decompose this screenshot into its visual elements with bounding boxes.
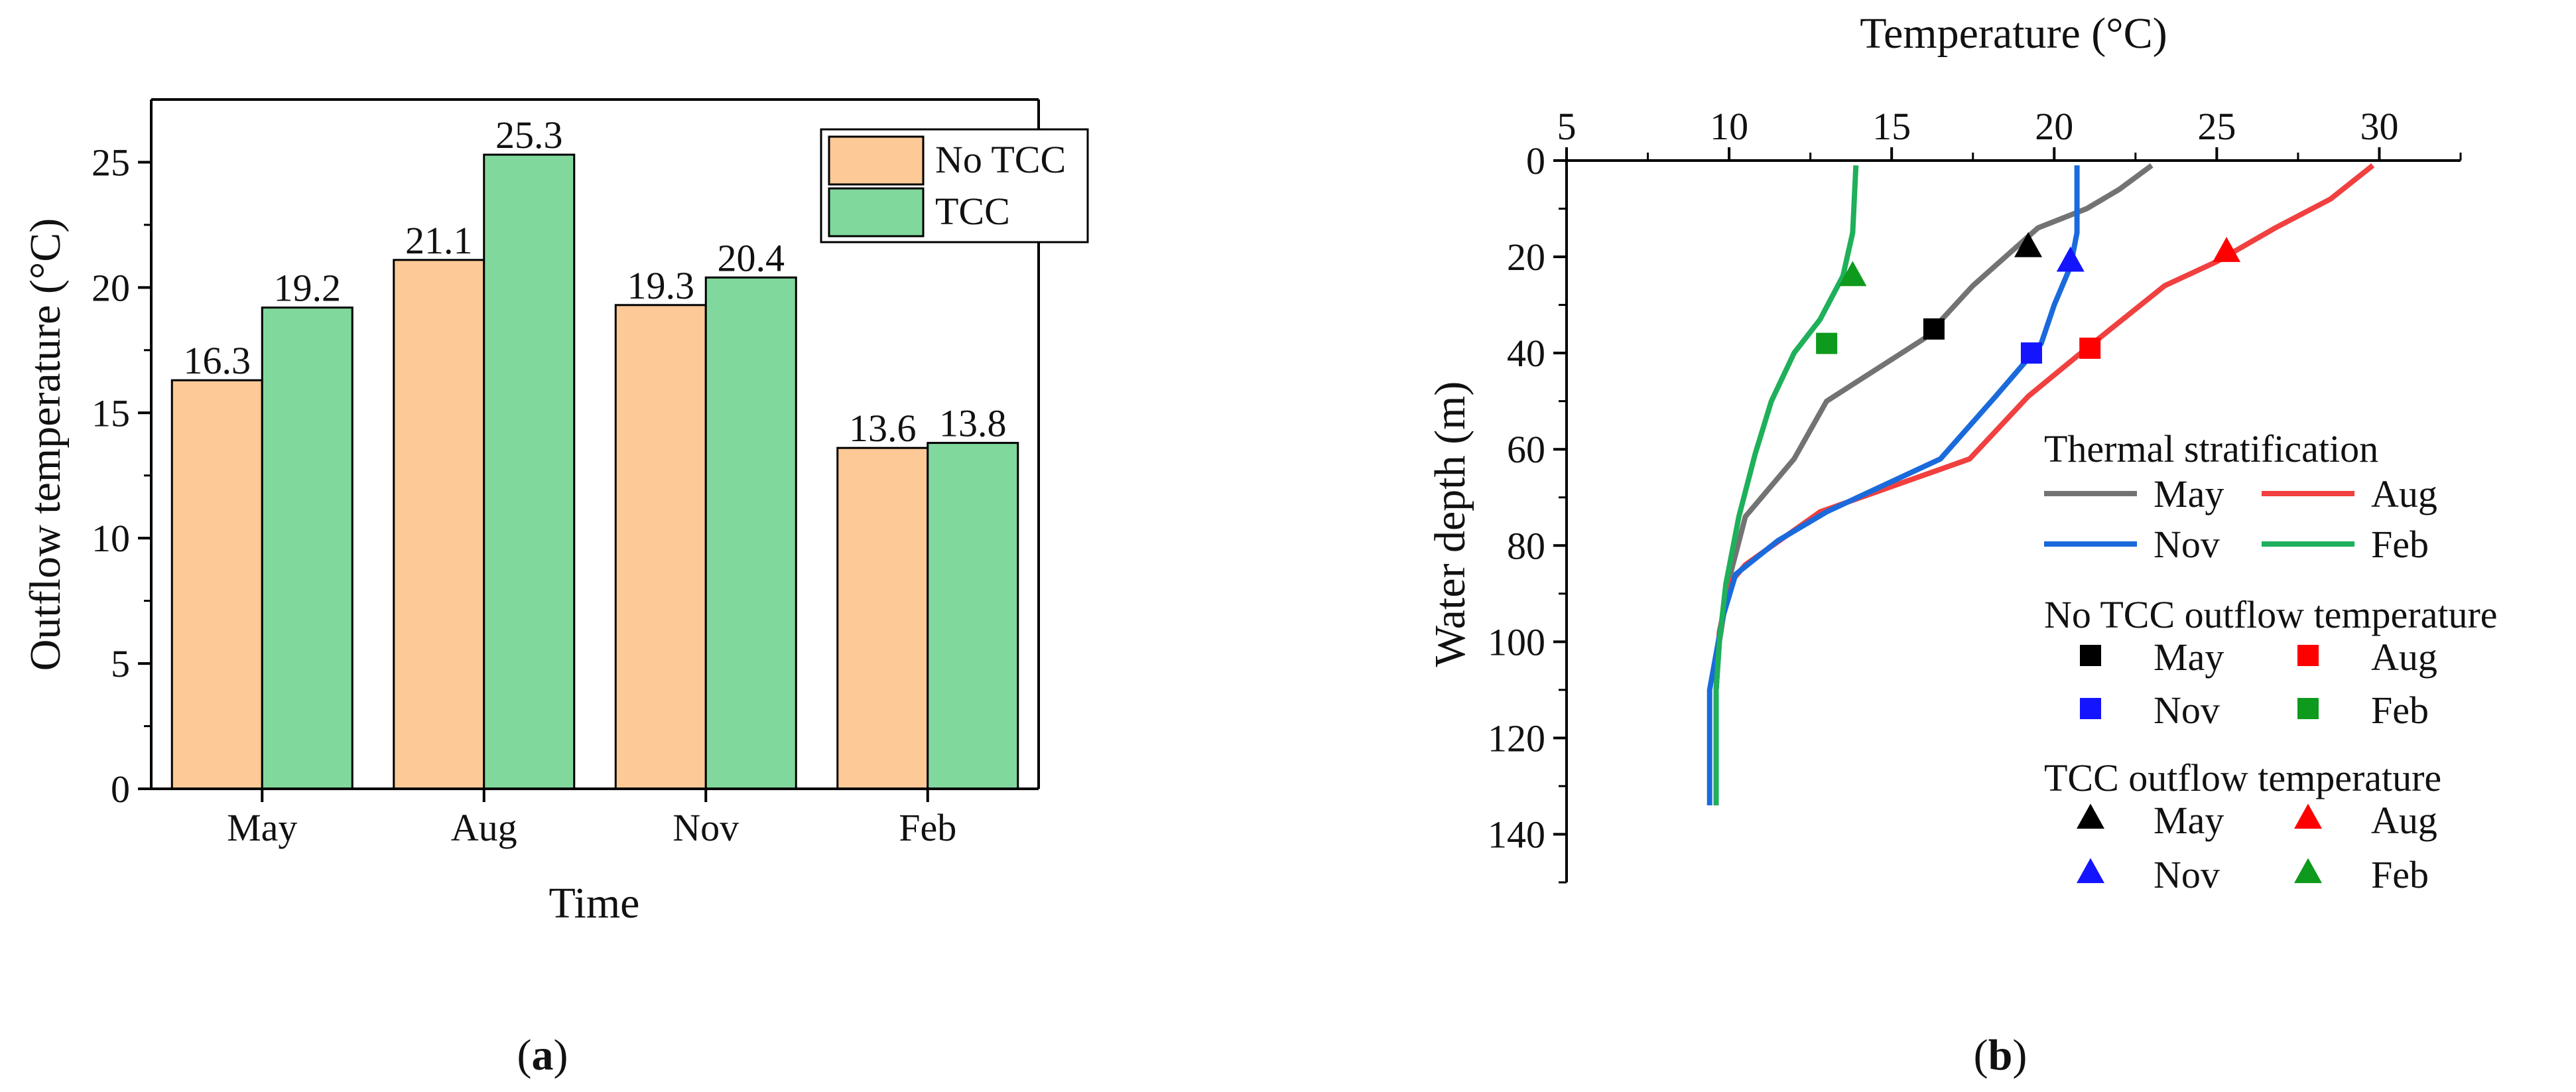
tcc-marker-nov: [2056, 246, 2085, 272]
no-tcc-marker-aug: [2079, 337, 2101, 359]
no-tcc-marker-may: [1923, 318, 1945, 340]
y-tick-label: 0: [111, 768, 130, 811]
bar-value-label: 13.6: [849, 407, 917, 450]
profile-line-feb: [1713, 165, 1859, 805]
legend-label-line-may: May: [2154, 472, 2224, 515]
bar-tcc-aug: [483, 153, 576, 790]
y-axis-title: Outflow temperature (°C): [21, 218, 70, 671]
legend-label-tcc-feb: Feb: [2371, 853, 2429, 896]
bar-value-label: 25.3: [495, 113, 563, 157]
temp-tick-label: 30: [2360, 105, 2398, 148]
bar-no-tcc-aug: [393, 259, 485, 790]
legend-swatch-no-tcc: [828, 135, 925, 186]
depth-tick-label: 100: [1488, 620, 1545, 663]
legend-label-no-tcc: No TCC: [935, 138, 1066, 181]
x-tick-label-may: May: [227, 806, 297, 849]
legend-label-tcc-aug: Aug: [2371, 799, 2437, 842]
legend-title-tcc: TCC outflow temperature: [2044, 756, 2441, 799]
bar-value-label: 16.3: [184, 339, 251, 382]
legend-label-no-tcc-nov: Nov: [2154, 689, 2220, 732]
bar-legend: No TCC TCC: [820, 128, 1089, 243]
legend-label-no-tcc-may: May: [2154, 636, 2224, 679]
depth-axis-title: Water depth (m): [1426, 381, 1474, 667]
legend-triangle-nov: [2077, 858, 2104, 884]
stratification-lines: [1707, 163, 2375, 805]
x-tick-label-feb: Feb: [899, 806, 956, 849]
bar-no-tcc-may: [170, 379, 263, 790]
bar-value-label: 21.1: [405, 219, 473, 262]
temp-tick-label: 25: [2197, 105, 2236, 148]
no-tcc-marker-nov: [2020, 342, 2042, 364]
y-ticks: 0 5 10 15 20 25: [92, 141, 151, 811]
bar-value-label: 20.4: [718, 236, 785, 279]
depth-tick-label: 0: [1526, 139, 1545, 182]
legend-triangle-feb: [2294, 858, 2322, 884]
temp-tick-label: 15: [1872, 105, 1911, 148]
legend-label-tcc-may: May: [2154, 799, 2224, 842]
legend-square-nov: [2080, 698, 2101, 719]
bar-tcc-feb: [927, 442, 1019, 790]
bar-no-tcc-nov: [614, 304, 707, 790]
depth-profile-panel: 5 10 15 20 25 30 0 20 40 60 80 100 120 140 Temperatu…: [1426, 9, 2498, 1079]
temp-tick-label: 10: [1710, 105, 1748, 148]
legend-title-no-tcc: No TCC outflow temperature: [2044, 593, 2498, 636]
bar-no-tcc-feb: [836, 446, 929, 790]
y-tick-label: 20: [92, 266, 130, 309]
y-tick-label: 25: [92, 141, 130, 184]
no-tcc-marker-feb: [1816, 332, 1838, 354]
y-tick-label: 5: [111, 642, 130, 685]
depth-tick-label: 40: [1507, 332, 1545, 375]
temp-tick-label: 5: [1557, 105, 1577, 148]
x-tick-label-nov: Nov: [673, 806, 739, 849]
bar-tcc-nov: [704, 276, 797, 790]
depth-tick-label: 60: [1507, 428, 1545, 471]
depth-tick-label: 140: [1488, 813, 1545, 856]
panel-label-a: (a): [517, 1031, 568, 1079]
bar-tcc-may: [261, 307, 354, 790]
temperature-axis-title: Temperature (°C): [1860, 9, 2167, 58]
legend-label-no-tcc-aug: Aug: [2371, 636, 2437, 679]
bar-chart-panel: 16.3 19.2 21.1 25.3 19.3 20.4 13.6 13.8 0 5 10 15 2…: [21, 98, 1089, 1079]
legend-label-line-feb: Feb: [2371, 523, 2429, 566]
profile-line-aug: [1713, 163, 2375, 805]
tcc-marker-aug: [2213, 237, 2241, 262]
tcc-marker-may: [2014, 232, 2043, 257]
x-axis-title: Time: [549, 879, 640, 927]
profile-legend: Thermal stratification No TCC outflow te…: [2044, 427, 2498, 896]
legend-swatch-tcc: [828, 187, 925, 238]
depth-tick-label: 120: [1488, 717, 1545, 760]
outflow-markers: [1816, 232, 2241, 364]
legend-label-tcc-nov: Nov: [2154, 853, 2220, 896]
bar-value-label: 13.8: [939, 402, 1007, 445]
legend-square-may: [2080, 645, 2101, 666]
legend-title-stratification: Thermal stratification: [2044, 427, 2378, 470]
legend-label-line-aug: Aug: [2371, 472, 2437, 515]
panel-label-b: (b): [1974, 1031, 2028, 1079]
temperature-ticks: 5 10 15 20 25 30: [1557, 105, 2462, 161]
bar-value-label: 19.2: [274, 267, 342, 310]
legend-square-feb: [2297, 698, 2319, 719]
y-tick-label: 15: [92, 391, 130, 435]
temp-tick-label: 20: [2035, 105, 2073, 148]
legend-label-no-tcc-feb: Feb: [2371, 689, 2429, 732]
legend-label-tcc: TCC: [935, 190, 1010, 233]
y-tick-label: 10: [92, 517, 130, 560]
legend-triangle-aug: [2294, 803, 2322, 829]
depth-ticks: 0 20 40 60 80 100 120 140: [1488, 139, 1567, 884]
legend-label-line-nov: Nov: [2154, 523, 2220, 566]
legend-triangle-may: [2077, 803, 2104, 829]
x-ticks: May Aug Nov Feb: [227, 789, 956, 849]
depth-tick-label: 20: [1507, 236, 1545, 279]
tcc-marker-feb: [1838, 261, 1867, 287]
bar-value-labels: 16.3 19.2 21.1 25.3 19.3 20.4 13.6 13.8: [184, 113, 1007, 450]
x-tick-label-aug: Aug: [451, 806, 517, 849]
legend-square-aug: [2297, 645, 2319, 666]
bar-value-label: 19.3: [627, 264, 695, 307]
legend-entries: May Aug Nov Feb May Aug Nov Feb May Aug Nov Feb: [2044, 472, 2437, 896]
bar-group: [170, 153, 1019, 790]
depth-tick-label: 80: [1507, 524, 1545, 567]
